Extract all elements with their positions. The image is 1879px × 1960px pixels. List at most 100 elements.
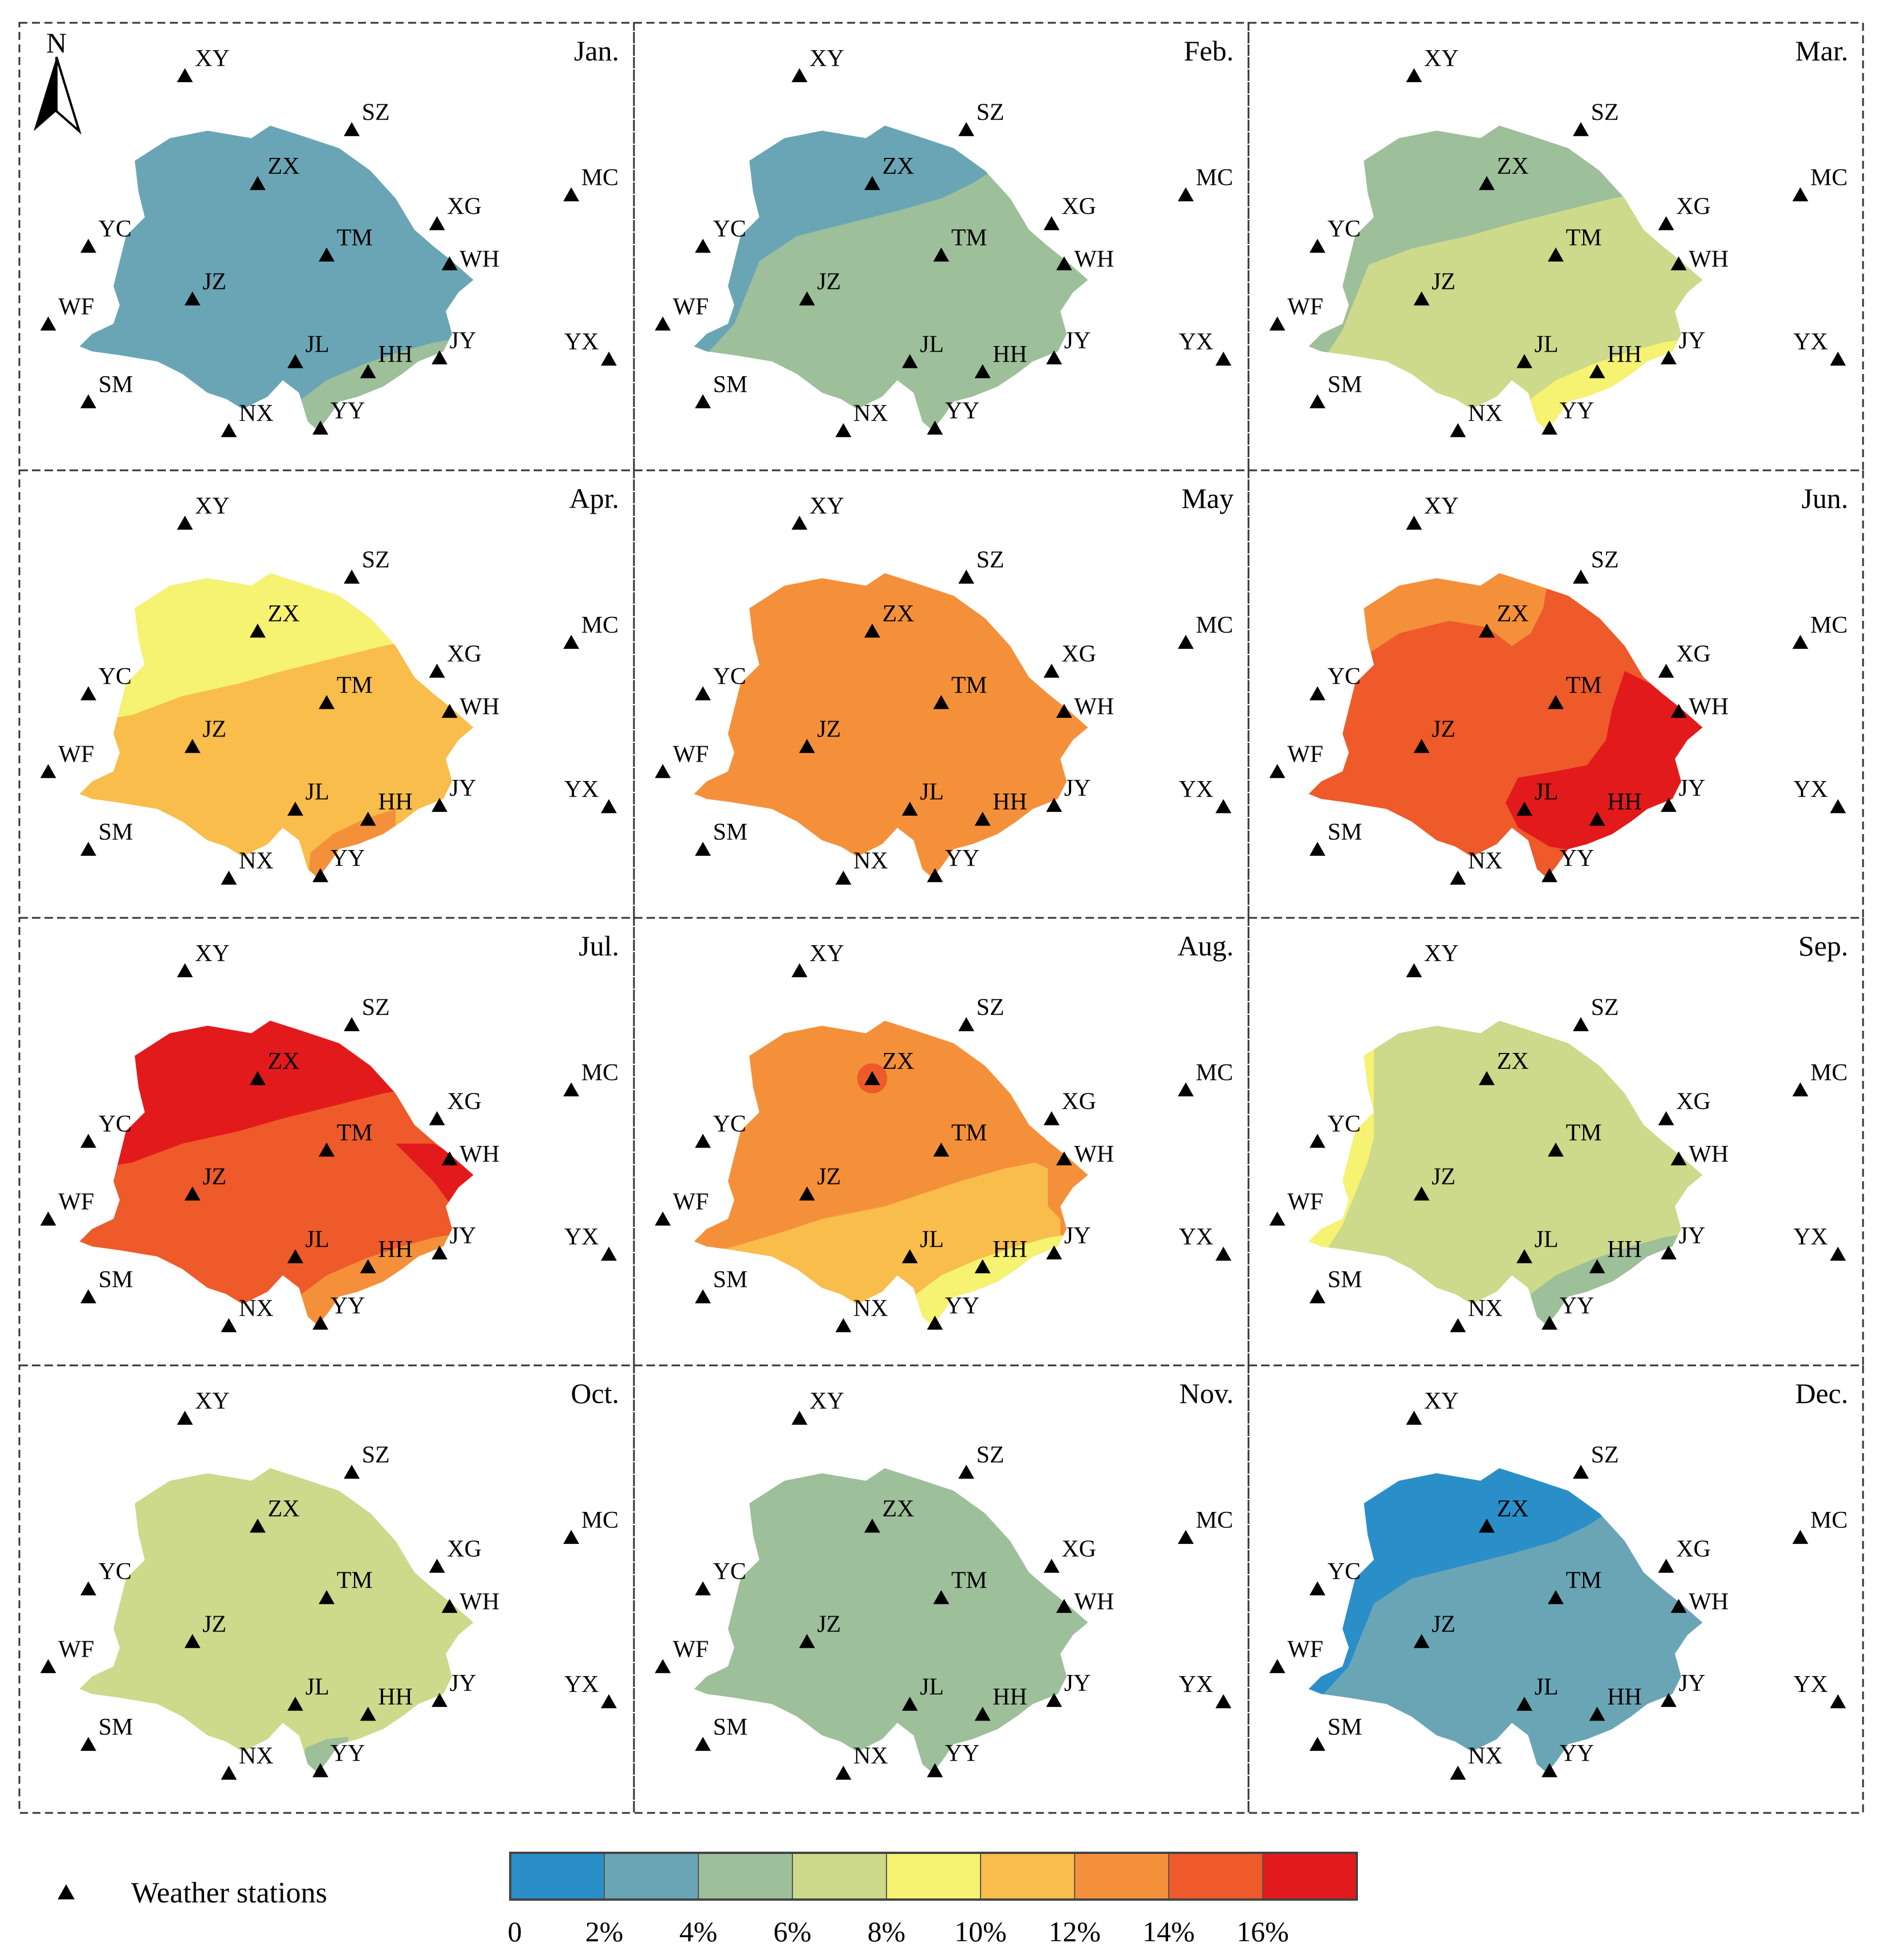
station-label: JY: [1679, 1670, 1706, 1697]
station-label: YX: [1179, 1224, 1214, 1250]
station-sz: SZ: [1573, 547, 1619, 584]
station-xg: XG: [429, 1089, 482, 1125]
station-marker-icon: [1178, 187, 1194, 202]
station-zx: ZX: [864, 153, 914, 190]
station-label: YX: [1793, 1672, 1828, 1698]
station-label: JL: [306, 1674, 330, 1701]
panel-border: [18, 1364, 635, 1814]
station-marker-icon: [791, 515, 808, 530]
legend-swatch: [792, 1852, 887, 1900]
station-marker-icon: [344, 1017, 360, 1031]
station-label: XY: [1424, 941, 1459, 967]
station-nx: NX: [835, 1296, 888, 1332]
station-label: ZX: [268, 1048, 300, 1075]
station-wh: WH: [1056, 1141, 1114, 1168]
station-label: JY: [1679, 775, 1706, 802]
contour-zone: [694, 125, 998, 362]
station-wf: WF: [1269, 294, 1323, 331]
station-zx: ZX: [250, 601, 300, 638]
station-label: SM: [1328, 372, 1363, 398]
station-mc: MC: [1792, 612, 1848, 649]
station-label: JL: [920, 1227, 944, 1253]
region-base: [694, 573, 1088, 878]
station-jz: JZ: [1413, 717, 1455, 753]
month-label: Jul.: [579, 930, 619, 962]
station-jy: JY: [432, 775, 476, 812]
station-marker-icon: [1309, 1737, 1325, 1751]
station-yx: YX: [1179, 1224, 1231, 1261]
legend-tick-label: 2%: [585, 1916, 624, 1947]
station-label: YC: [713, 216, 746, 242]
station-wh: WH: [1670, 1589, 1728, 1615]
station-jl: JL: [902, 332, 944, 368]
station-marker-icon: [1178, 635, 1194, 649]
station-label: MC: [1811, 1060, 1848, 1086]
station-label: WF: [673, 1189, 709, 1215]
station-wf: WF: [40, 294, 94, 331]
station-marker-icon: [563, 187, 579, 202]
station-label: WH: [1689, 1589, 1728, 1615]
station-label: MC: [1196, 612, 1233, 639]
station-wf: WF: [654, 294, 709, 331]
station-marker-icon: [1658, 216, 1674, 230]
station-marker-icon: [40, 316, 56, 331]
station-yy: YY: [312, 845, 365, 883]
station-yy: YY: [927, 1741, 979, 1778]
station-yy: YY: [1542, 1741, 1594, 1778]
station-xy: XY: [1406, 46, 1459, 83]
station-hh: HH: [1589, 789, 1642, 826]
station-label: YX: [564, 329, 599, 355]
month-label: Sep.: [1799, 930, 1849, 962]
station-marker-icon: [1309, 1581, 1325, 1596]
station-label: JL: [306, 332, 330, 358]
station-marker-icon: [221, 1318, 237, 1332]
station-jl: JL: [287, 332, 330, 368]
station-marker-icon: [1406, 68, 1422, 83]
station-xg: XG: [1043, 1536, 1096, 1573]
station-label: JL: [920, 779, 944, 806]
station-xg: XG: [429, 1536, 482, 1573]
station-label: WH: [1689, 694, 1728, 720]
station-label: SM: [1328, 1714, 1363, 1741]
station-zx: ZX: [864, 1048, 914, 1085]
station-marker-icon: [1309, 1289, 1325, 1304]
station-label: HH: [378, 341, 413, 368]
station-label: YY: [331, 1293, 365, 1319]
station-yy: YY: [927, 398, 979, 435]
station-label: WF: [673, 742, 709, 768]
station-label: NX: [239, 848, 274, 875]
station-jz: JZ: [1413, 1164, 1455, 1201]
station-marker-icon: [601, 351, 617, 366]
station-marker-icon: [40, 1211, 56, 1226]
station-yy: YY: [312, 1741, 365, 1778]
station-xy: XY: [177, 1388, 230, 1425]
station-marker-icon: [177, 515, 193, 530]
station-label: HH: [378, 1684, 413, 1710]
station-label: JL: [1535, 779, 1559, 806]
station-label: HH: [993, 1237, 1027, 1263]
station-label: JY: [1679, 328, 1706, 354]
station-marker-icon: [563, 1082, 579, 1097]
month-label: Nov.: [1180, 1377, 1234, 1409]
station-label: XY: [195, 493, 230, 519]
station-label: TM: [337, 673, 373, 699]
station-yy: YY: [312, 398, 365, 435]
station-sz: SZ: [958, 1442, 1004, 1479]
station-label: SM: [99, 819, 133, 845]
station-marker-icon: [654, 316, 671, 331]
station-label: WH: [1074, 1141, 1114, 1168]
station-label: TM: [1566, 1120, 1602, 1146]
station-sm: SM: [695, 372, 747, 409]
station-marker-icon: [958, 570, 974, 584]
station-sz: SZ: [958, 547, 1004, 584]
station-label: JZ: [202, 1164, 226, 1190]
station-yy: YY: [927, 1293, 979, 1330]
station-label: NX: [239, 1296, 274, 1322]
station-label: YX: [1179, 776, 1214, 803]
station-marker-icon: [835, 423, 852, 437]
legend-swatch: [698, 1852, 793, 1900]
station-marker-icon: [221, 1766, 237, 1780]
station-xy: XY: [791, 493, 844, 530]
station-marker-icon: [695, 686, 711, 701]
